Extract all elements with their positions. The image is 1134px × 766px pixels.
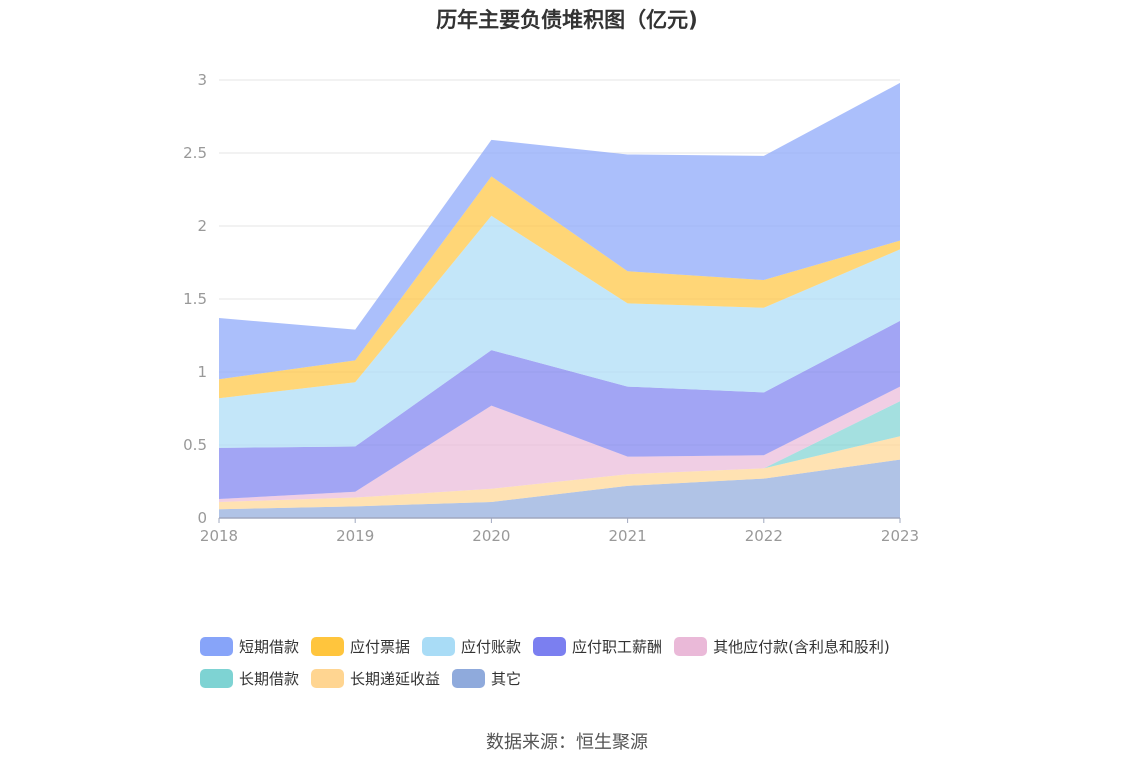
legend-label: 长期递延收益 xyxy=(350,669,441,688)
legend-label: 应付账款 xyxy=(461,637,522,656)
area-应付票据 xyxy=(219,176,900,399)
legend-label: 其它 xyxy=(491,669,522,688)
legend-label: 其他应付款(含利息和股利) xyxy=(713,637,890,656)
data-source: 数据来源：恒生聚源 xyxy=(486,732,648,753)
y-tick-label: 0.5 xyxy=(183,436,207,454)
chart-title: 历年主要负债堆积图（亿元) xyxy=(436,8,698,32)
area-其它 xyxy=(219,459,900,518)
area-series xyxy=(219,82,900,518)
legend-swatch xyxy=(200,668,233,688)
stacked-area-chart: 0 0.5 1 1.5 2 2.5 3 2018 2019 2020 2021 2022 2023 xyxy=(183,71,919,545)
x-tick-label: 2023 xyxy=(881,527,919,545)
legend-swatch xyxy=(674,636,708,656)
axes: 0 0.5 1 1.5 2 2.5 3 2018 2019 2020 2021 2022 2023 xyxy=(183,71,919,545)
legend-item[interactable]: 长期借款 xyxy=(200,668,299,689)
legend-item[interactable]: 应付职工薪酬 xyxy=(533,636,662,657)
area-短期借款 xyxy=(219,82,900,380)
area-应付账款 xyxy=(219,215,900,448)
x-tick-label: 2020 xyxy=(472,527,510,545)
legend-label: 短期借款 xyxy=(239,637,300,656)
legend-row-2: 长期借款 长期递延收益 其它 xyxy=(200,662,980,694)
y-tick-label: 1.5 xyxy=(183,290,207,308)
legend-item[interactable]: 长期递延收益 xyxy=(311,668,440,689)
legend-item[interactable]: 短期借款 xyxy=(200,636,299,657)
y-tick-label: 0 xyxy=(197,509,207,527)
legend-label: 应付职工薪酬 xyxy=(572,637,663,656)
x-tick-label: 2022 xyxy=(745,527,783,545)
legend-swatch xyxy=(422,636,456,656)
y-tick-label: 1 xyxy=(197,363,207,381)
legend-item[interactable]: 应付账款 xyxy=(422,636,521,657)
legend-swatch xyxy=(452,668,486,688)
legend-swatch xyxy=(533,636,567,656)
legend-swatch xyxy=(200,636,233,656)
legend-label: 应付票据 xyxy=(350,637,411,656)
y-tick-label: 3 xyxy=(197,71,207,89)
legend-label: 长期借款 xyxy=(239,669,300,688)
legend-swatch xyxy=(311,668,345,688)
x-tick-label: 2021 xyxy=(609,527,647,545)
y-tick-label: 2.5 xyxy=(183,144,207,162)
area-应付职工薪酬 xyxy=(219,320,900,500)
legend-row-1: 短期借款 应付票据 应付账款 应付职工薪酬 其他应付款(含利息和股利) xyxy=(200,630,980,662)
area-长期递延收益 xyxy=(219,436,900,510)
legend-item[interactable]: 其它 xyxy=(452,668,521,689)
legend: 短期借款 应付票据 应付账款 应付职工薪酬 其他应付款(含利息和股利) 长期借款 长期递延… xyxy=(200,630,980,694)
legend-item[interactable]: 其他应付款(含利息和股利) xyxy=(674,636,890,657)
legend-item[interactable]: 应付票据 xyxy=(311,636,410,657)
legend-swatch xyxy=(311,636,345,656)
x-tick-label: 2018 xyxy=(200,527,238,545)
area-其他应付款(含利息和股利) xyxy=(219,386,900,502)
y-tick-label: 2 xyxy=(197,217,207,235)
x-tick-label: 2019 xyxy=(336,527,374,545)
